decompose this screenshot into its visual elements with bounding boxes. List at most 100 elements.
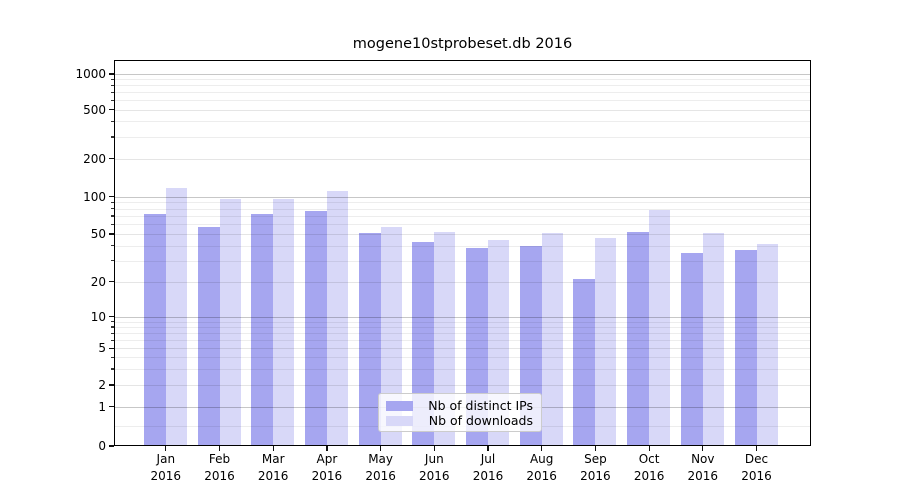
bar-nb-of-downloads-dec-2016 — [756, 244, 778, 446]
bar-nb-of-distinct-ips-nov-2016 — [680, 252, 703, 446]
x-tick-month: Jan — [156, 452, 176, 466]
x-tick-year: 2016 — [741, 468, 772, 483]
x-tick-label-jul-2016: Jul 2016 — [460, 451, 516, 484]
bar-nb-of-distinct-ips-oct-2016 — [627, 231, 650, 446]
bar-nb-of-distinct-ips-apr-2016 — [304, 211, 327, 446]
y-minor-tick-mark-400 — [111, 120, 114, 123]
x-tick-year: 2016 — [633, 468, 665, 483]
x-tick-label-may-2016: May 2016 — [353, 451, 409, 484]
y-tick-label-2: 2 — [98, 378, 106, 392]
x-tick-mark-sep-2016 — [594, 446, 597, 451]
y-minor-tick-mark-90 — [111, 201, 114, 203]
x-tick-mark-jun-2016 — [433, 446, 435, 451]
y-tick-mark-200 — [108, 157, 114, 160]
y-tick-mark-20 — [108, 281, 114, 283]
x-tick-month: Jun — [424, 452, 444, 466]
y-minor-tick-mark-4 — [111, 356, 114, 358]
x-tick-label-apr-2016: Apr 2016 — [299, 451, 355, 484]
y-minor-tick-mark-80 — [111, 208, 114, 210]
gridline-300 — [114, 136, 811, 138]
bar-nb-of-downloads-apr-2016 — [326, 190, 348, 446]
y-minor-tick-mark-300 — [111, 136, 114, 138]
gridline-400 — [114, 121, 811, 123]
x-tick-mark-jul-2016 — [487, 446, 489, 451]
y-minor-tick-mark-60 — [111, 223, 114, 225]
y-tick-label-100: 100 — [83, 189, 106, 204]
x-tick-mark-oct-2016 — [648, 446, 650, 451]
y-minor-tick-mark-3 — [111, 368, 114, 370]
y-tick-mark-1000 — [108, 73, 114, 75]
y-tick-label-1: 1 — [98, 399, 106, 414]
bar-nb-of-distinct-ips-jan-2016 — [143, 214, 166, 446]
x-tick-mark-apr-2016 — [326, 446, 328, 451]
y-tick-mark-2 — [108, 384, 114, 386]
gridline-600 — [114, 100, 811, 102]
x-tick-mark-jan-2016 — [165, 446, 167, 451]
y-tick-mark-100 — [108, 195, 114, 198]
x-tick-mark-nov-2016 — [702, 446, 704, 451]
x-tick-month: Dec — [744, 452, 769, 466]
x-tick-year: 2016 — [687, 468, 719, 483]
y-minor-tick-mark-8 — [111, 326, 114, 328]
bar-nb-of-downloads-aug-2016 — [541, 232, 563, 446]
y-minor-tick-mark-800 — [111, 84, 114, 87]
legend-swatch-downloads — [386, 415, 413, 426]
y-tick-mark-0 — [108, 445, 114, 447]
chart-title: mogene10stprobeset.db 2016 — [352, 36, 573, 52]
x-tick-label-jan-2016: Jan 2016 — [138, 451, 194, 484]
y-minor-tick-mark-700 — [111, 91, 114, 94]
y-tick-label-500: 500 — [83, 102, 106, 117]
bar-nb-of-downloads-jan-2016 — [165, 188, 187, 446]
x-tick-month: Sep — [584, 452, 607, 466]
x-tick-label-nov-2016: Nov 2016 — [675, 451, 731, 484]
y-tick-label-0: 0 — [98, 439, 106, 453]
bar-nb-of-downloads-jun-2016 — [434, 231, 456, 446]
bar-nb-of-downloads-mar-2016 — [273, 198, 295, 446]
y-tick-label-1000: 1000 — [75, 67, 106, 81]
x-tick-label-feb-2016: Feb 2016 — [192, 451, 248, 484]
y-tick-mark-500 — [108, 108, 114, 111]
gridline-900 — [114, 79, 811, 81]
legend-label-distinct-ips: Nb of distinct IPs — [428, 398, 533, 413]
y-minor-tick-mark-7 — [111, 332, 114, 334]
bar-nb-of-downloads-feb-2016 — [219, 198, 241, 446]
x-tick-month: Feb — [208, 452, 231, 466]
x-tick-year: 2016 — [311, 468, 343, 483]
x-tick-label-oct-2016: Oct 2016 — [621, 451, 677, 484]
gridline-800 — [114, 85, 811, 87]
y-minor-tick-mark-40 — [111, 245, 114, 247]
gridline-500 — [114, 109, 811, 111]
y-minor-tick-mark-70 — [111, 215, 114, 217]
x-tick-year: 2016 — [419, 468, 450, 483]
y-tick-label-200: 200 — [83, 151, 106, 166]
x-tick-month: Nov — [691, 452, 715, 466]
x-tick-year: 2016 — [257, 468, 289, 483]
legend: Nb of distinct IPs Nb of downloads — [378, 393, 542, 432]
x-tick-month: Oct — [638, 452, 660, 466]
x-tick-label-dec-2016: Dec 2016 — [729, 451, 785, 484]
y-minor-tick-mark-30 — [111, 260, 114, 262]
x-tick-year: 2016 — [150, 468, 182, 483]
x-tick-mark-dec-2016 — [755, 446, 758, 451]
y-tick-mark-1 — [108, 406, 114, 408]
x-tick-mark-feb-2016 — [218, 446, 221, 451]
x-tick-year: 2016 — [580, 468, 611, 483]
bar-nb-of-downloads-nov-2016 — [702, 232, 724, 446]
legend-row-distinct-ips: Nb of distinct IPs — [386, 398, 533, 413]
gridline-100 — [114, 196, 811, 198]
y-tick-label-20: 20 — [90, 274, 106, 289]
x-tick-label-mar-2016: Mar 2016 — [245, 451, 301, 484]
x-tick-month: Jul — [480, 452, 496, 466]
x-tick-year: 2016 — [365, 468, 396, 483]
gridline-700 — [114, 92, 811, 94]
x-tick-label-jun-2016: Jun 2016 — [406, 451, 462, 484]
x-tick-month: May — [368, 452, 393, 466]
y-tick-label-10: 10 — [90, 309, 106, 324]
gridline-200 — [114, 158, 811, 160]
y-tick-mark-50 — [108, 233, 114, 235]
x-tick-year: 2016 — [472, 468, 504, 483]
y-tick-label-50: 50 — [90, 227, 106, 241]
bar-nb-of-distinct-ips-mar-2016 — [251, 214, 274, 446]
x-tick-mark-mar-2016 — [272, 446, 274, 451]
